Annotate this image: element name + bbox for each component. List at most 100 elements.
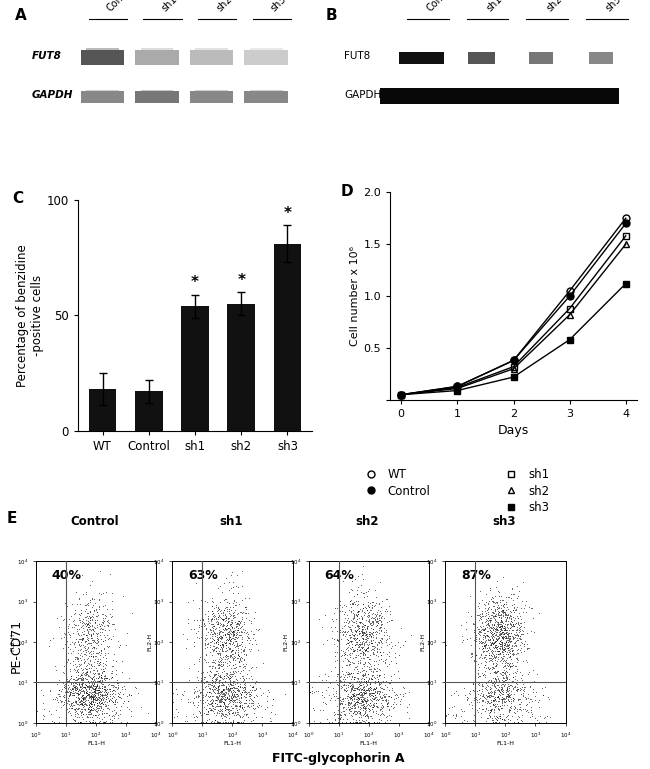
Point	[344, 667, 354, 679]
Point	[201, 648, 211, 661]
Point	[495, 628, 506, 640]
Point	[497, 626, 508, 638]
Point	[491, 631, 502, 643]
Point	[168, 695, 178, 707]
Point	[476, 626, 486, 638]
Point	[73, 592, 84, 604]
Point	[235, 699, 246, 711]
Point	[368, 626, 378, 638]
Point	[343, 586, 354, 598]
Point	[486, 649, 497, 661]
Point	[114, 641, 124, 653]
Point	[540, 711, 551, 724]
Point	[486, 690, 497, 702]
Point	[361, 625, 371, 638]
Point	[212, 716, 222, 728]
Point	[473, 597, 484, 609]
Point	[102, 683, 112, 695]
Point	[84, 688, 94, 701]
Point	[479, 705, 489, 717]
Point	[92, 680, 103, 692]
Point	[192, 614, 202, 626]
Point	[505, 621, 515, 634]
Point	[345, 684, 356, 697]
Point	[354, 638, 364, 650]
Point	[494, 644, 504, 657]
Point	[504, 635, 515, 647]
Point	[512, 652, 522, 664]
Point	[504, 689, 514, 701]
Bar	[81, 50, 124, 65]
Point	[517, 595, 527, 608]
Point	[362, 679, 372, 691]
Point	[368, 701, 378, 713]
Point	[489, 640, 500, 652]
Point	[232, 682, 242, 694]
Point	[504, 701, 515, 713]
Point	[82, 689, 92, 701]
Point	[504, 663, 514, 675]
Point	[85, 716, 96, 728]
Point	[490, 616, 501, 628]
Point	[75, 669, 86, 681]
Point	[488, 608, 499, 620]
Point	[209, 613, 220, 625]
Point	[228, 644, 239, 656]
Point	[92, 654, 102, 667]
Point	[66, 700, 77, 712]
Point	[502, 647, 513, 660]
Point	[477, 667, 488, 680]
Point	[345, 594, 356, 607]
Point	[359, 681, 370, 694]
Point	[235, 677, 245, 690]
Point	[226, 676, 237, 688]
Point	[346, 634, 356, 647]
Point	[70, 681, 80, 693]
Point	[338, 575, 348, 588]
Point	[503, 642, 514, 654]
Point	[81, 689, 91, 701]
Point	[196, 672, 206, 684]
Point	[206, 615, 216, 628]
Point	[356, 687, 367, 700]
Point	[480, 648, 490, 661]
Point	[384, 630, 394, 642]
Point	[364, 628, 374, 641]
Point	[213, 636, 224, 648]
Point	[231, 618, 242, 630]
Point	[353, 700, 363, 712]
Point	[226, 676, 236, 688]
Point	[212, 673, 222, 685]
Point	[346, 605, 356, 618]
Point	[370, 655, 381, 667]
Point	[337, 713, 348, 725]
Point	[502, 694, 513, 706]
Point	[373, 658, 384, 671]
Point	[215, 694, 226, 707]
Point	[514, 631, 525, 644]
Point	[368, 647, 378, 660]
Point	[86, 681, 96, 693]
Point	[239, 660, 249, 672]
Point	[207, 621, 217, 634]
Point	[232, 684, 242, 696]
Point	[356, 625, 366, 638]
Point	[489, 600, 499, 612]
Point	[83, 634, 93, 647]
Point	[471, 621, 482, 634]
Point	[389, 686, 399, 698]
Point	[343, 615, 354, 628]
Point	[237, 607, 247, 619]
Point	[102, 687, 112, 700]
Point	[226, 644, 237, 657]
Point	[364, 615, 374, 628]
Point	[351, 609, 361, 621]
Point	[368, 691, 378, 703]
Point	[506, 688, 516, 701]
Point	[235, 688, 246, 701]
Point	[187, 594, 198, 606]
Point	[369, 584, 380, 597]
Point	[205, 679, 216, 691]
Point	[212, 671, 222, 683]
Point	[95, 623, 105, 635]
